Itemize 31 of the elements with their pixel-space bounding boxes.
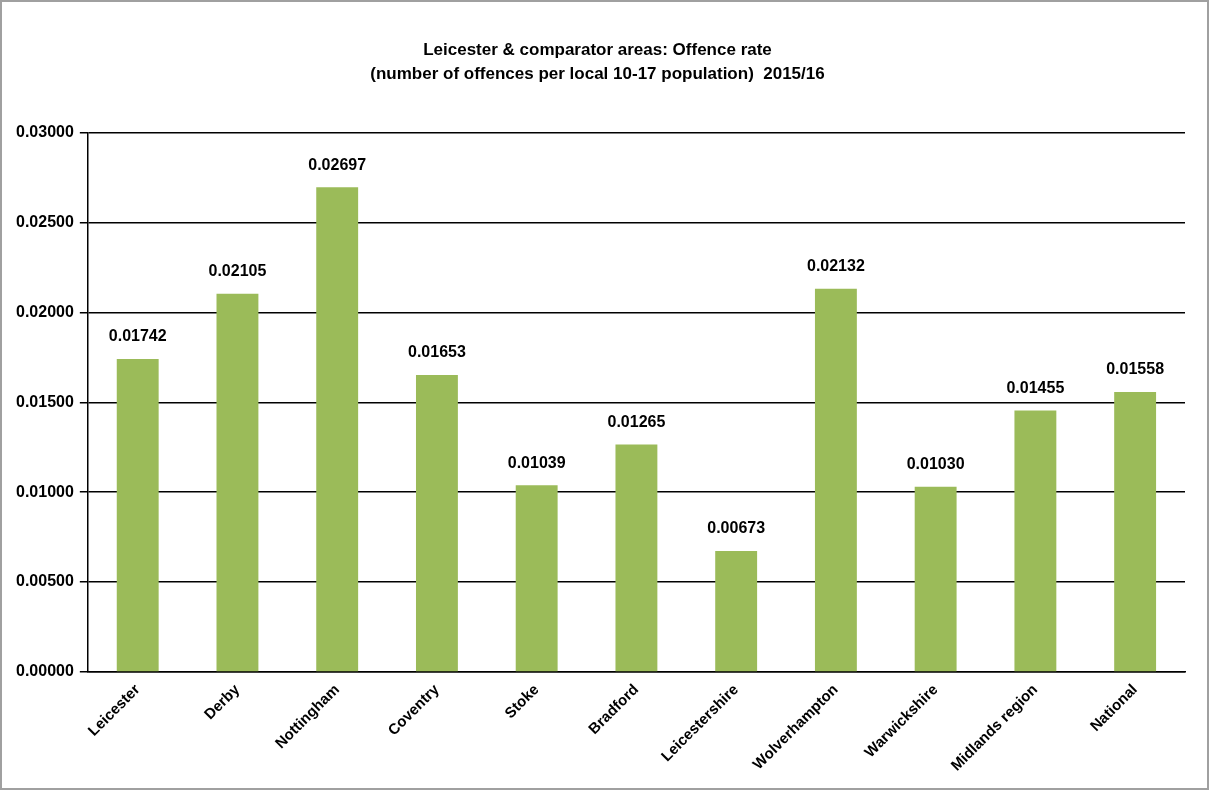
chart-title: Leicester & comparator areas: Offence rate xyxy=(423,39,772,59)
data-label: 0.02697 xyxy=(308,155,367,173)
data-label: 0.02105 xyxy=(208,262,267,280)
bar xyxy=(1014,410,1057,672)
y-tick-label: 0.02000 xyxy=(15,302,74,320)
data-label: 0.01455 xyxy=(1006,378,1065,396)
bar xyxy=(515,485,558,672)
data-label: 0.01742 xyxy=(108,327,167,345)
y-tick-label: 0.02500 xyxy=(15,213,74,231)
data-label: 0.01558 xyxy=(1106,360,1165,378)
bar xyxy=(216,293,259,672)
bar xyxy=(116,358,159,672)
data-label: 0.02132 xyxy=(806,257,865,275)
bar xyxy=(1114,391,1157,672)
data-label: 0.01265 xyxy=(607,413,666,431)
data-label: 0.00673 xyxy=(707,519,766,537)
data-label: 0.01653 xyxy=(408,343,466,361)
bar xyxy=(316,187,359,672)
y-tick-label: 0.03000 xyxy=(15,123,74,141)
data-label: 0.01039 xyxy=(507,453,566,471)
bar xyxy=(715,551,758,672)
data-label: 0.01030 xyxy=(906,455,965,473)
y-tick-label: 0.00000 xyxy=(15,662,74,680)
y-tick-label: 0.00500 xyxy=(15,572,74,590)
y-tick-label: 0.01000 xyxy=(15,482,74,500)
y-tick-label: 0.01500 xyxy=(15,392,74,410)
chart-subtitle: (number of offences per local 10-17 population) 2015/16 xyxy=(370,64,825,84)
bar xyxy=(814,288,857,672)
bar xyxy=(615,444,658,672)
bar xyxy=(415,374,458,672)
bar xyxy=(914,486,957,672)
